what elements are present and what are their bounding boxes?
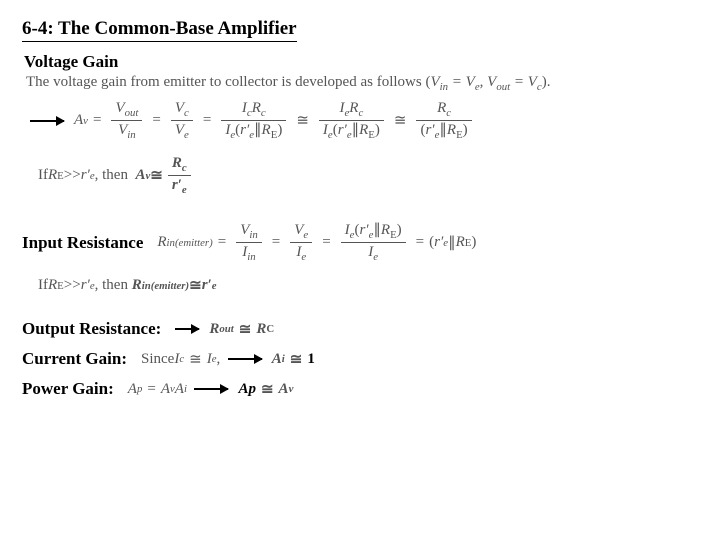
if-re-then-rin: If RE >> r′e , then Rin(emitter) ≅ r′e [38, 276, 698, 295]
power-gain-row: Power Gain: Ap = AvAi Ap ≅ Av [22, 379, 698, 399]
intro-text: The voltage gain from emitter to collect… [26, 74, 698, 93]
arrow-icon [175, 328, 199, 330]
input-resistance-row: Input Resistance Rin(emitter) = VinIin =… [22, 221, 698, 264]
arrow-icon [30, 120, 64, 122]
arrow-icon [228, 358, 262, 360]
voltage-gain-equation: Av = VoutVin = VcVe = IcRc Ie(r′e∥RE) ≅ … [30, 99, 698, 142]
if-re-then-av: If RE >> r′e , then Av ≅ Rc r′e [38, 154, 698, 197]
current-gain-row: Current Gain: Since Ic ≅ Ie, Ai ≅ 1 [22, 349, 698, 369]
section-title: 6-4: The Common-Base Amplifier [22, 18, 297, 42]
voltage-gain-heading: Voltage Gain [24, 52, 698, 72]
output-resistance-row: Output Resistance: Rout ≅ RC [22, 319, 698, 339]
arrow-icon [194, 388, 228, 390]
